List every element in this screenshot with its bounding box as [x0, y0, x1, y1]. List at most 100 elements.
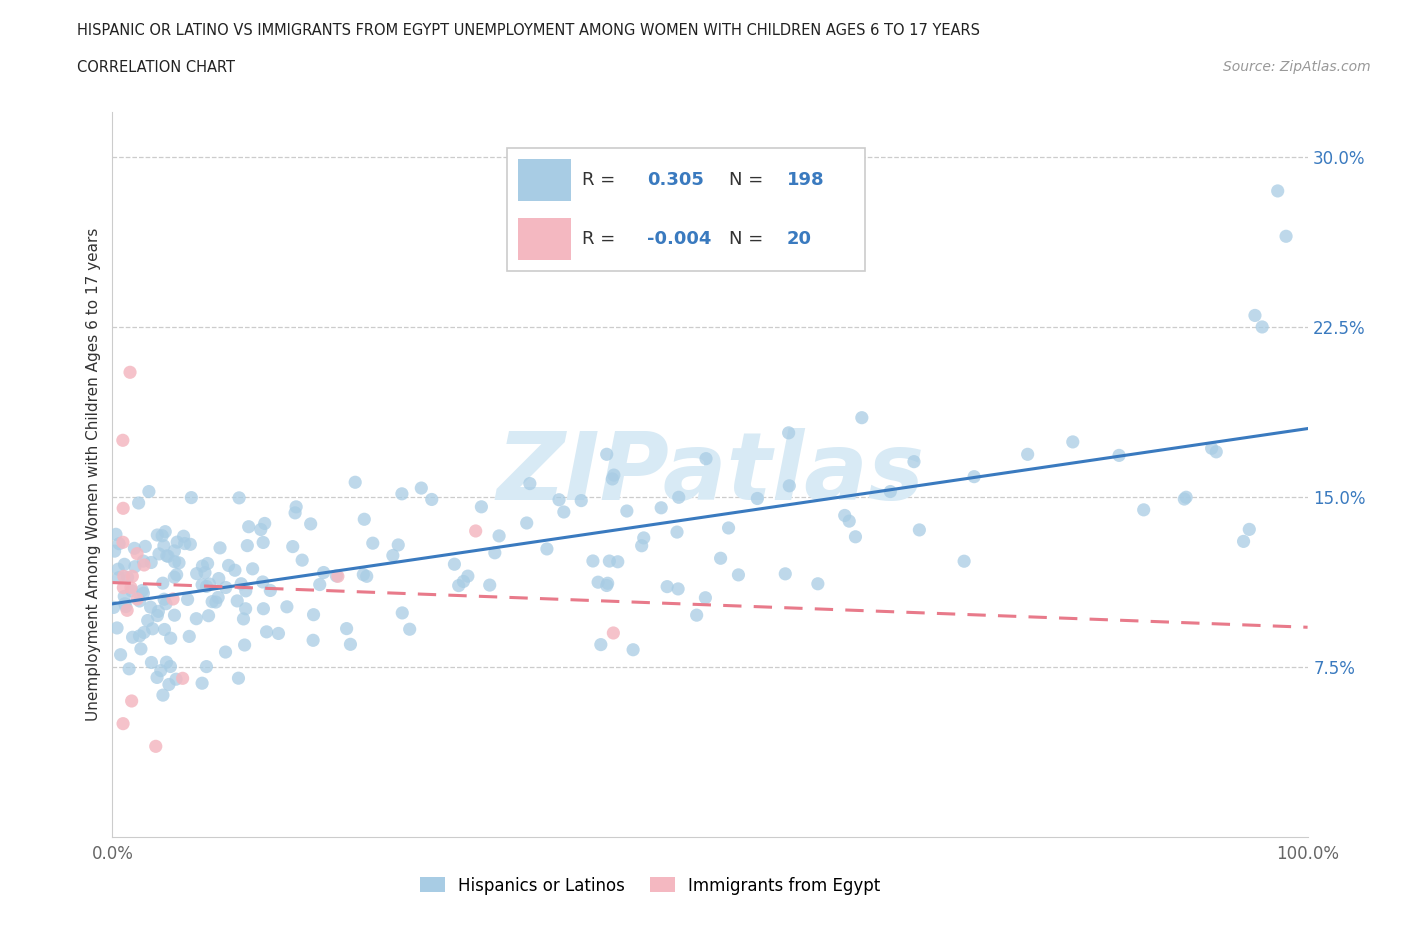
Point [308, 578, 330, 592]
Point [191, 676, 214, 691]
Point [114, 599, 136, 614]
Point [191, 559, 214, 574]
Point [112, 501, 135, 516]
Point [344, 475, 367, 490]
Point [155, 596, 177, 611]
Point [205, 594, 228, 609]
Point [163, 554, 186, 569]
Point [447, 578, 470, 593]
Point [235, 583, 257, 598]
Point [908, 523, 931, 538]
Point [152, 687, 174, 702]
Point [121, 630, 143, 644]
Point [132, 558, 155, 573]
Point [120, 580, 142, 595]
Point [201, 594, 224, 609]
Point [118, 661, 141, 676]
Point [129, 642, 152, 657]
Point [134, 539, 156, 554]
Point [1132, 502, 1154, 517]
Point [281, 539, 304, 554]
Point [146, 608, 169, 623]
Point [457, 568, 479, 583]
Point [1201, 441, 1223, 456]
Point [747, 491, 769, 506]
Point [302, 607, 325, 622]
Point [666, 581, 689, 596]
Point [685, 607, 707, 622]
Point [1232, 534, 1254, 549]
Point [553, 505, 575, 520]
Point [391, 605, 413, 620]
Point [548, 492, 571, 507]
Point [1251, 320, 1274, 335]
Point [420, 492, 443, 507]
Point [127, 591, 149, 606]
Point [242, 562, 264, 577]
Point [953, 553, 976, 568]
Point [326, 569, 349, 584]
Point [148, 547, 170, 562]
Point [173, 529, 195, 544]
Point [775, 566, 797, 581]
Point [104, 527, 127, 542]
Text: HISPANIC OR LATINO VS IMMIGRANTS FROM EGYPT UNEMPLOYMENT AMONG WOMEN WITH CHILDR: HISPANIC OR LATINO VS IMMIGRANTS FROM EG… [77, 23, 980, 38]
Point [166, 535, 188, 550]
Point [117, 570, 139, 585]
Point [381, 548, 404, 563]
Legend: Hispanics or Latinos, Immigrants from Egypt: Hispanics or Latinos, Immigrants from Eg… [413, 870, 887, 901]
Point [114, 557, 136, 572]
Point [668, 490, 690, 505]
Point [834, 508, 856, 523]
Point [650, 500, 672, 515]
Point [224, 563, 246, 578]
Point [339, 637, 361, 652]
Point [159, 631, 181, 645]
Point [353, 512, 375, 526]
Point [710, 551, 733, 565]
Point [152, 576, 174, 591]
Point [411, 481, 433, 496]
Point [325, 568, 347, 583]
Point [112, 569, 135, 584]
Point [124, 541, 146, 556]
Point [516, 515, 538, 530]
Point [218, 558, 240, 573]
Point [398, 622, 420, 637]
Point [453, 574, 475, 589]
Point [1275, 229, 1298, 244]
Point [176, 592, 198, 607]
Point [149, 663, 172, 678]
Point [155, 525, 177, 539]
Point [153, 538, 176, 553]
Point [215, 580, 238, 595]
Point [595, 578, 617, 593]
Point [121, 694, 143, 709]
Point [139, 600, 162, 615]
Point [470, 499, 492, 514]
Point [208, 571, 231, 586]
Point [1244, 308, 1267, 323]
Point [361, 536, 384, 551]
Point [1017, 447, 1039, 462]
Point [235, 602, 257, 617]
Point [621, 643, 644, 658]
Point [807, 577, 830, 591]
Point [259, 583, 281, 598]
Point [197, 556, 219, 571]
Y-axis label: Unemployment Among Women with Children Ages 6 to 17 years: Unemployment Among Women with Children A… [86, 228, 101, 721]
Point [252, 602, 274, 617]
Point [148, 604, 170, 618]
Point [963, 470, 986, 485]
Point [112, 589, 135, 604]
Point [666, 525, 689, 539]
Point [236, 538, 259, 553]
Point [111, 432, 134, 447]
Point [630, 538, 652, 553]
Point [163, 570, 186, 585]
Point [141, 655, 163, 670]
Point [186, 566, 208, 581]
Point [208, 540, 231, 555]
Point [299, 516, 322, 531]
Point [172, 671, 194, 685]
